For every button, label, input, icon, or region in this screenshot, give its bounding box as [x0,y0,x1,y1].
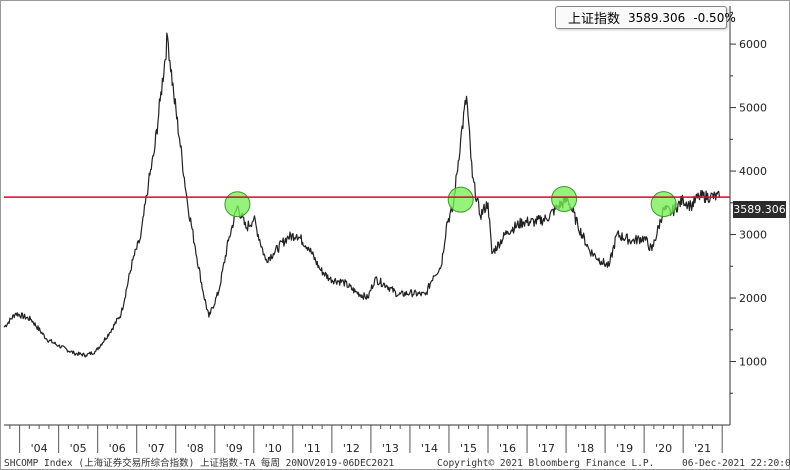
y-tick-label: 1000 [739,356,767,369]
y-tick-label: 5000 [739,102,767,115]
footer-timestamp: 06-Dec-2021 22:20:07 [682,458,790,469]
x-tick-label: '12 [343,442,360,455]
x-tick-label: '21 [694,442,711,455]
highlight-marker [650,191,677,218]
highlight-marker [224,191,251,218]
x-axis: '04 '05 '06 '07 '08 '09 '10 '11 '12 '13 '14 '15 '16 '… [4,424,730,455]
x-tick-label: '16 [499,442,516,455]
legend-box: 上证指数 3589.306 -0.50% [555,6,736,29]
y-tick-label: 2000 [739,292,767,305]
y-tick-label: 6000 [739,38,767,51]
x-tick-label: '18 [577,442,594,455]
series-line-shcomp [3,32,721,358]
x-tick-label: '07 [148,442,165,455]
y-axis: 1000 2000 3000 4000 5000 6000 [729,6,767,425]
legend-change: -0.50% [693,10,736,25]
footer-source: SHCOMP Index (上海证券交易所综合指数) 上证指数-TA 每周 20… [4,457,395,469]
x-tick-label: '10 [265,442,282,455]
x-tick-label: '20 [655,442,672,455]
x-tick-label: '05 [70,442,87,455]
x-tick-label: '08 [187,442,204,455]
x-tick-label: '19 [616,442,633,455]
x-tick-label: '11 [304,442,321,455]
last-price-tag: 3589.306 [733,201,786,218]
x-tick-label: '04 [31,442,48,455]
highlight-marker [551,185,578,212]
y-tick-label: 3000 [739,229,767,242]
highlight-marker [447,186,474,213]
x-tick-label: '15 [460,442,477,455]
x-tick-label: '09 [226,442,243,455]
x-tick-label: '14 [421,442,438,455]
legend-last-value: 3589.306 [628,10,686,25]
x-tick-label: '13 [382,442,399,455]
x-tick-label: '17 [538,442,555,455]
series-layer [3,32,721,358]
legend-series-name: 上证指数 [568,12,621,27]
x-tick-label: '06 [109,442,126,455]
y-tick-label: 4000 [739,165,767,178]
footer-copyright: Copyright© 2021 Bloomberg Finance L.P. [437,458,654,469]
